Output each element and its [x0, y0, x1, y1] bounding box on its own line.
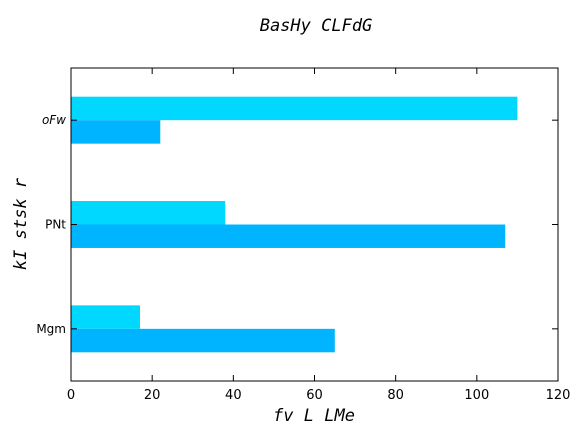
x-tick-label: 40 — [225, 388, 242, 403]
bar-series2-oFw — [71, 96, 518, 121]
x-tick-label: 100 — [464, 388, 489, 403]
x-ticks: 0 20 40 60 80 100 120 — [67, 68, 571, 403]
y-axis-label: kI stsk r — [11, 177, 31, 270]
x-tick-label: 0 — [67, 388, 75, 403]
x-tick-label: 60 — [306, 388, 323, 403]
bar-series1-PNt — [71, 224, 506, 248]
y-tick-label: Mgm — [36, 322, 66, 336]
bar-series1-Mgm — [71, 328, 335, 353]
y-tick-label: PNt — [45, 218, 66, 232]
x-tick-label: 20 — [144, 388, 161, 403]
bars-group — [71, 96, 518, 353]
y-tick-label: oFw — [42, 113, 66, 127]
bar-series2-Mgm — [71, 305, 140, 329]
chart-title: BasHy CLFdG — [260, 16, 373, 36]
x-tick-label: 120 — [546, 388, 571, 403]
bar-series1-oFw — [71, 120, 161, 144]
bar-series2-PNt — [71, 201, 226, 225]
x-axis-label: fv L LMe — [273, 406, 355, 426]
x-tick-label: 80 — [387, 388, 404, 403]
y-ticks: Mgm PNt oFw — [36, 113, 558, 336]
